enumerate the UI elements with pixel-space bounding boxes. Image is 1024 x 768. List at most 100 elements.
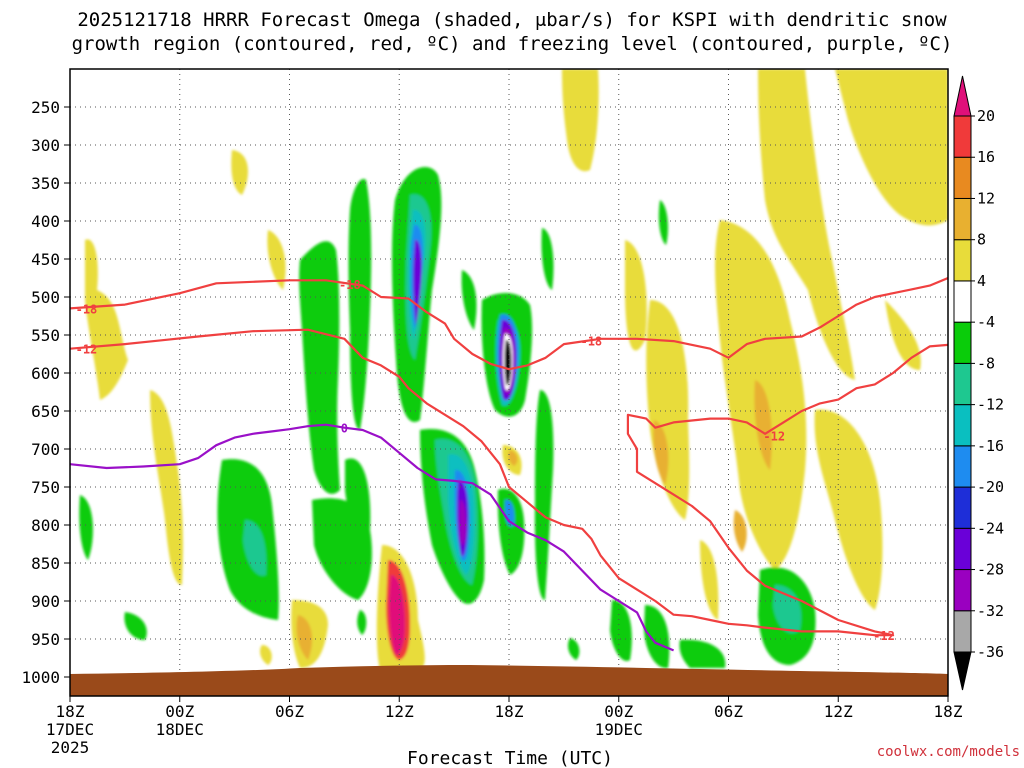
omega-negative-region <box>610 600 632 661</box>
x-tick-label: 00Z <box>165 702 194 721</box>
y-tick-label: 700 <box>31 440 60 459</box>
omega-negative-region <box>348 179 372 430</box>
y-tick-label: 550 <box>31 326 60 345</box>
contour-label: -12 <box>763 429 785 443</box>
omega-negative-region <box>124 612 147 640</box>
y-tick-label: 900 <box>31 592 60 611</box>
colorbar-label: -12 <box>977 396 1004 414</box>
colorbar-label: -20 <box>977 478 1004 496</box>
contour-label: 0 <box>341 422 348 436</box>
x-tick-label: 06Z <box>275 702 304 721</box>
omega-negative-region <box>658 200 668 245</box>
x-tick-label: 00Z <box>604 702 633 721</box>
y-tick-label: 650 <box>31 402 60 421</box>
contour-line-minus18 <box>70 276 948 371</box>
x-tick-label: 18Z <box>56 702 85 721</box>
omega-negative-region <box>644 605 670 669</box>
y-tick-label: 1000 <box>21 668 60 687</box>
y-tick-label: 450 <box>31 250 60 269</box>
ground-terrain <box>70 665 948 696</box>
contour-label: -18 <box>580 334 602 348</box>
y-tick-label: 800 <box>31 516 60 535</box>
omega-negative-region <box>243 520 267 576</box>
contour-line-minus12 <box>70 328 948 637</box>
contour-label: -12 <box>76 343 98 357</box>
contour-label: -18 <box>76 302 98 316</box>
x-tick-label: 18Z <box>495 702 524 721</box>
omega-negative-region <box>497 488 525 575</box>
omega-positive-region <box>754 380 772 470</box>
colorbar-label: -28 <box>977 561 1004 579</box>
colorbar-label: -8 <box>977 354 995 372</box>
colorbar-min-arrow <box>953 651 972 691</box>
omega-positive-region <box>260 645 272 665</box>
colorbar-label: -32 <box>977 602 1004 620</box>
omega-positive-region <box>885 300 921 370</box>
colorbar-swatch <box>953 197 972 241</box>
x-tick-label: 12Z <box>385 702 414 721</box>
colorbar-swatch <box>953 362 972 406</box>
y-tick-label: 350 <box>31 174 60 193</box>
colorbar-label: 20 <box>977 107 995 125</box>
omega-negative-region <box>534 390 554 600</box>
x-tick-date-label: 19DEC <box>595 720 643 739</box>
colorbar-swatch <box>953 486 972 529</box>
y-tick-label: 400 <box>31 212 60 231</box>
contour-line-0 <box>70 423 675 652</box>
colorbar-swatch <box>953 404 972 447</box>
omega-positive-region <box>562 69 599 172</box>
y-tick-label: 300 <box>31 136 60 155</box>
colorbar-swatch <box>953 280 972 323</box>
omega-negative-region <box>541 228 554 290</box>
x-tick-label: 06Z <box>714 702 743 721</box>
omega-negative-region <box>345 458 371 533</box>
colorbar-swatch <box>953 445 972 488</box>
credit-link[interactable]: coolwx.com/models <box>877 744 1020 760</box>
colorbar-swatch <box>953 156 972 199</box>
omega-shading <box>79 69 948 670</box>
colorbar-label: -4 <box>977 313 995 331</box>
contour-label: -18 <box>339 278 361 292</box>
colorbar-label: 4 <box>977 272 986 290</box>
contour-layer: -18 -18 -18 -12 -12 -12 0 <box>70 276 948 652</box>
omega-positive-region <box>150 390 184 585</box>
colorbar-swatch <box>953 321 972 364</box>
omega-positive-region <box>814 409 883 610</box>
chart-title-line-2: growth region (contoured, red, ºC) and f… <box>72 33 953 55</box>
omega-positive-region <box>85 239 128 400</box>
omega-negative-region <box>357 610 367 635</box>
colorbar-swatch <box>953 239 972 282</box>
colorbar-label: 8 <box>977 231 986 249</box>
omega-negative-region <box>504 339 512 386</box>
x-tick-year-label: 2025 <box>51 738 90 757</box>
colorbar-label: -36 <box>977 643 1004 661</box>
y-tick-label: 750 <box>31 478 60 497</box>
colorbar-label: 12 <box>977 189 995 207</box>
omega-negative-region <box>568 638 580 660</box>
colorbar-swatch <box>953 527 972 571</box>
x-tick-label: 12Z <box>824 702 853 721</box>
omega-positive-region <box>267 230 286 290</box>
omega-negative-region <box>79 495 93 560</box>
omega-positive-region <box>231 150 248 195</box>
omega-positive-region <box>296 615 313 660</box>
omega-positive-region <box>733 510 747 552</box>
omega-positive-region <box>653 420 669 485</box>
omega-negative-region <box>299 241 340 494</box>
x-tick-date-label: 18DEC <box>156 720 204 739</box>
x-tick-label: 18Z <box>934 702 963 721</box>
chart-title-line-1: 2025121718 HRRR Forecast Omega (shaded, … <box>77 9 947 31</box>
y-tick-label: 250 <box>31 98 60 117</box>
omega-positive-region <box>700 540 719 620</box>
y-tick-label: 950 <box>31 630 60 649</box>
y-tick-label: 850 <box>31 554 60 573</box>
y-axis: 250 300 350 400 450 500 550 600 650 700 750 800 850 9… <box>21 98 70 687</box>
omega-positive-region <box>389 575 405 655</box>
colorbar-swatch <box>953 569 972 612</box>
colorbar-max-arrow <box>953 75 972 117</box>
omega-negative-region <box>679 639 726 668</box>
colorbar-swatch <box>953 610 972 653</box>
omega-negative-region <box>459 499 467 546</box>
colorbar-label: -16 <box>977 437 1004 455</box>
